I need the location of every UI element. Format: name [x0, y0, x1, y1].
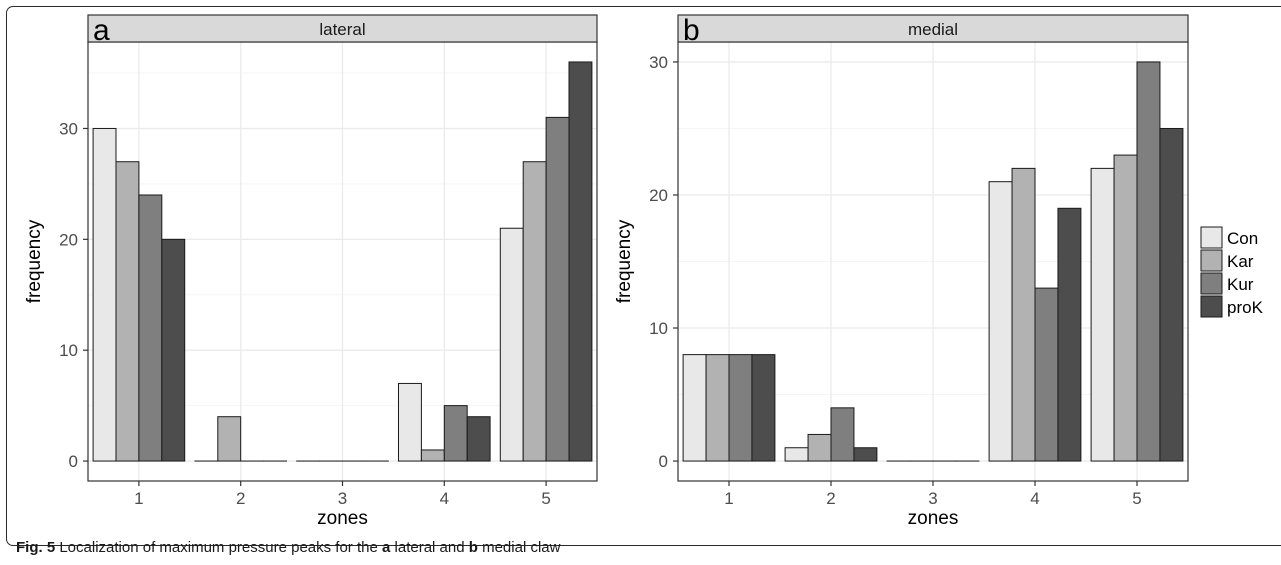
x-tick-label: 1: [724, 489, 733, 508]
y-tick-label: 0: [69, 452, 78, 471]
bar-Con-zone-5: [499, 227, 524, 462]
bar-Kar-zone-2: [217, 416, 242, 462]
bar-Con-zone-4: [397, 382, 422, 462]
x-tick-label: 4: [1030, 489, 1039, 508]
bar-Kar-zone-1: [705, 354, 730, 462]
bar-Con-zone-4: [988, 181, 1013, 462]
y-tick-label: 30: [649, 53, 668, 72]
y-tick-label: 20: [649, 186, 668, 205]
bar-Kur-zone-1: [138, 194, 163, 462]
bar-proK-zone-4: [466, 416, 491, 462]
bar-proK-zone-5: [1159, 127, 1184, 462]
y-axis-title: frequency: [614, 219, 635, 303]
bar-Kar-zone-5: [522, 161, 547, 462]
bar-proK-zone-4: [1057, 207, 1082, 462]
bar-proK-zone-1: [751, 354, 776, 462]
bar-proK-zone-5: [568, 61, 593, 462]
bar-Kar-zone-4: [420, 449, 445, 462]
y-tick-label: 10: [649, 319, 668, 338]
y-tick-label: 30: [59, 119, 78, 138]
bar-proK-zone-1: [161, 238, 186, 462]
bar-Kar-zone-2: [807, 433, 832, 462]
bar-Kar-zone-1: [115, 161, 140, 462]
bar-proK-zone-2: [853, 447, 878, 462]
x-tick-label: 5: [541, 489, 550, 508]
caption-text-mid1: lateral and: [394, 539, 465, 556]
panel-tag: a: [93, 14, 110, 47]
bar-Kur-zone-1: [728, 354, 753, 462]
bar-Kur-zone-2: [830, 407, 855, 462]
caption-label: Fig. 5: [16, 539, 56, 556]
legend: Con Kar Kur proK: [1200, 226, 1264, 318]
y-tick-label: 0: [659, 452, 668, 471]
chart-panel-a: lateral a 0 10 20 30 1 2 3 4 5 zones frequency: [24, 14, 598, 529]
facet-strip: [677, 14, 1189, 43]
caption-tag-a: a: [382, 539, 391, 556]
legend-label-Kar: Kar: [1227, 252, 1254, 271]
caption-tag-b: b: [468, 539, 478, 556]
bar-Kar-zone-4: [1011, 167, 1036, 462]
chart-panel-b: medial b 0 10 20 30 1 2 3 4 5 zones frequency: [614, 14, 1189, 529]
facet-strip-label: lateral: [319, 20, 365, 39]
bar-Con-zone-2: [784, 447, 809, 462]
caption-text-pre: Localization of maximum pressure peaks f…: [59, 539, 378, 556]
bar-Con-zone-5: [1090, 167, 1115, 462]
panel-tag: b: [683, 14, 700, 47]
legend-label-Kur: Kur: [1227, 275, 1254, 294]
bar-Kur-zone-5: [545, 116, 570, 462]
figure-frame: [6, 6, 1281, 546]
x-tick-label: 4: [440, 489, 449, 508]
y-tick-label: 20: [59, 230, 78, 249]
legend-swatch-Con: [1200, 226, 1223, 249]
legend-swatch-Kar: [1200, 249, 1223, 272]
legend-swatch-proK: [1200, 295, 1223, 318]
x-tick-label: 3: [928, 489, 937, 508]
bar-Con-zone-1: [682, 354, 707, 462]
bar-Kur-zone-5: [1136, 61, 1161, 462]
bar-Con-zone-1: [92, 127, 117, 462]
figure-caption: Fig. 5 Localization of maximum pressure …: [16, 539, 560, 556]
x-tick-label: 5: [1132, 489, 1141, 508]
facet-strip-label: medial: [908, 20, 958, 39]
y-axis-title: frequency: [24, 219, 45, 303]
legend-label-proK: proK: [1227, 298, 1264, 317]
bar-Kur-zone-4: [443, 405, 468, 462]
legend-swatch-Kur: [1200, 272, 1223, 295]
y-tick-label: 10: [59, 341, 78, 360]
x-tick-label: 3: [338, 489, 347, 508]
caption-text-mid2: medial claw: [482, 539, 561, 556]
legend-label-Con: Con: [1227, 229, 1258, 248]
x-tick-label: 1: [134, 489, 143, 508]
bar-Kar-zone-5: [1113, 154, 1138, 462]
x-axis-title: zones: [908, 508, 959, 529]
x-tick-label: 2: [236, 489, 245, 508]
facet-strip: [87, 14, 598, 43]
x-axis-title: zones: [317, 508, 368, 529]
x-tick-label: 2: [826, 489, 835, 508]
bar-Kur-zone-4: [1034, 287, 1059, 462]
